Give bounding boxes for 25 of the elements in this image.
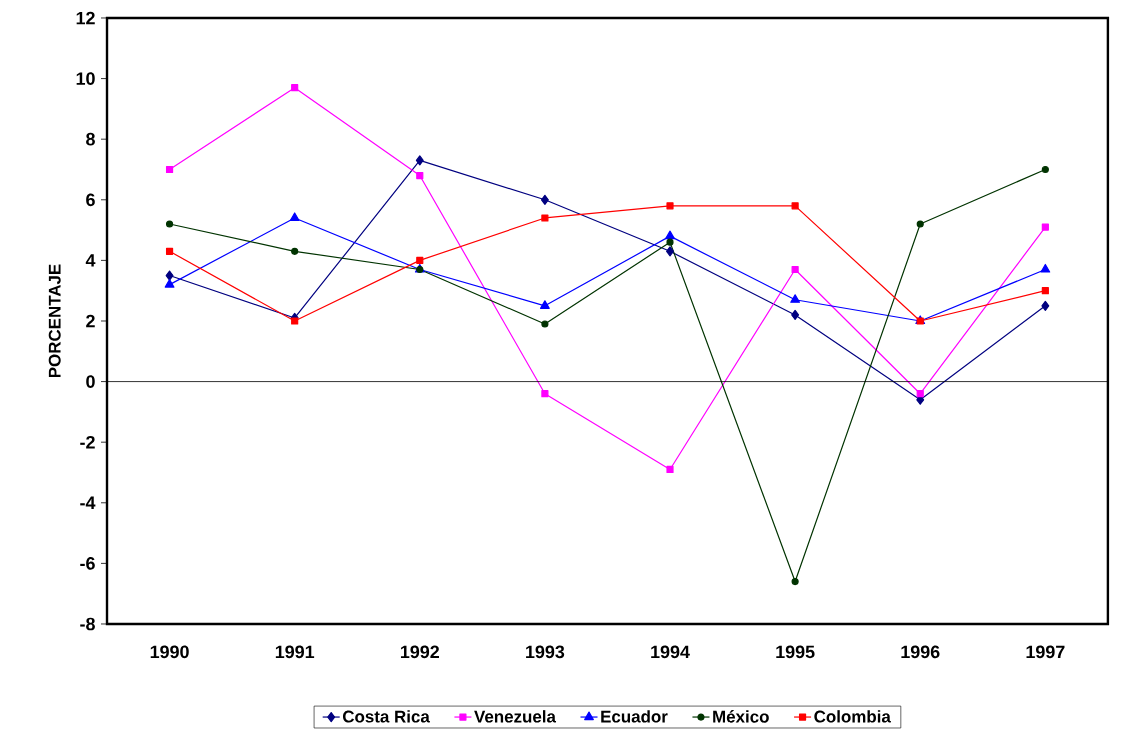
- x-tick-label: 1997: [1026, 645, 1065, 659]
- legend-label: Venezuela: [474, 710, 557, 723]
- y-tick-label: 0: [86, 375, 95, 388]
- x-tick-label: 1995: [776, 645, 815, 659]
- legend-label: Ecuador: [601, 710, 668, 723]
- legend-label: Costa Rica: [342, 710, 430, 723]
- x-tick-label: 1991: [275, 645, 315, 659]
- y-tick-label: -4: [80, 496, 96, 509]
- y-tick-label: -6: [80, 557, 95, 570]
- y-tick-label: 4: [85, 254, 96, 267]
- y-tick-label: 8: [86, 132, 95, 146]
- y-tick-label: 2: [86, 314, 95, 328]
- y-tick-label: -2: [80, 435, 95, 449]
- legend-label: México: [713, 710, 769, 723]
- y-axis-title: PORCENTAJE: [48, 264, 61, 378]
- x-tick-label: 1996: [901, 645, 940, 659]
- x-tick-label: 1992: [400, 645, 439, 659]
- y-tick-label: 12: [76, 11, 95, 25]
- y-tick-label: 10: [76, 72, 95, 85]
- y-tick-label: 6: [86, 193, 95, 207]
- legend-label: Colombia: [814, 710, 891, 723]
- x-tick-label: 1994: [651, 645, 690, 659]
- y-tick-label: -8: [80, 617, 95, 631]
- x-tick-label: 1993: [526, 645, 565, 659]
- x-tick-label: 1990: [150, 645, 189, 659]
